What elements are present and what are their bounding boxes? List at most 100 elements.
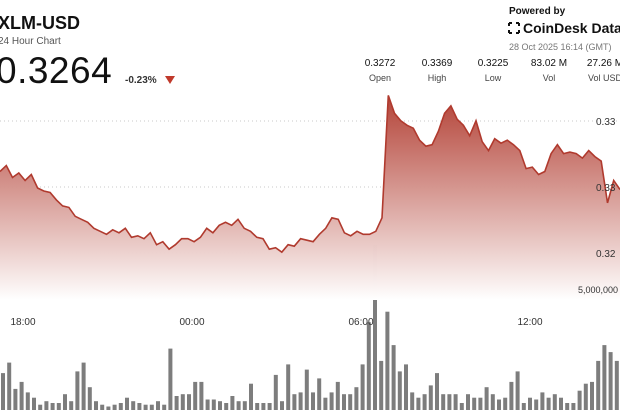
- brand-name: CoinDesk Data: [523, 20, 620, 36]
- volume-bar: [249, 383, 253, 410]
- volume-bar: [354, 387, 359, 410]
- stat-label: Vol USD: [587, 73, 620, 83]
- volume-bar: [317, 378, 322, 410]
- powered-by-label: Powered by: [509, 6, 566, 17]
- stat-vol-usd: 27.26 M Vol USD: [575, 58, 620, 83]
- volume-bar: [459, 403, 464, 410]
- stat-value: 27.26 M: [586, 58, 620, 69]
- volume-bar: [583, 383, 588, 410]
- volume-bar: [540, 392, 545, 410]
- volume-bar: [87, 387, 92, 410]
- volume-bar: [38, 404, 43, 410]
- volume-bar: [63, 394, 67, 410]
- volume-bar: [614, 360, 619, 410]
- stat-label: High: [427, 73, 447, 83]
- x-tick-label: 18:00: [10, 317, 35, 328]
- volume-bar: [521, 403, 526, 410]
- volume-bar: [416, 397, 421, 410]
- volume-bar: [1, 373, 5, 410]
- volume-bar: [428, 385, 433, 410]
- stat-value: 0.3369: [421, 58, 453, 69]
- volume-bar: [546, 397, 551, 410]
- volume-bar: [435, 373, 439, 410]
- current-price: 0.3264: [0, 50, 113, 91]
- volume-bar: [552, 394, 557, 410]
- volume-bar: [199, 381, 204, 410]
- volume-bar: [94, 401, 98, 410]
- stat-vol: 83.02 M Vol: [519, 58, 579, 83]
- stat-value: 0.3225: [477, 58, 509, 69]
- volume-bar: [69, 401, 74, 410]
- volume-bar: [410, 392, 415, 410]
- stat-label: Low: [484, 73, 502, 83]
- volume-bar: [205, 399, 210, 410]
- volume-bar: [348, 394, 353, 410]
- volume-bar: [602, 345, 607, 410]
- volume-bar: [81, 362, 86, 410]
- volume-bar: [497, 399, 501, 410]
- volume-bar: [75, 371, 80, 410]
- volume-bar: [7, 362, 12, 410]
- volume-bar: [267, 403, 272, 410]
- volume-bar: [106, 406, 111, 410]
- stat-label: Open: [368, 73, 392, 83]
- volume-bar: [515, 371, 520, 410]
- volume-bar: [565, 403, 570, 410]
- volume-bar: [608, 352, 613, 410]
- price-line: [0, 95, 620, 254]
- volume-bar: [44, 401, 49, 410]
- volume-bar: [484, 387, 489, 410]
- volume-bar: [342, 394, 346, 410]
- y-tick-label: 0.33: [596, 183, 616, 194]
- volume-bar: [323, 397, 328, 410]
- volume-bar: [472, 397, 477, 410]
- chart-title: XLM-USD: [0, 13, 80, 33]
- volume-bar: [187, 394, 191, 410]
- volume-bar: [366, 322, 371, 410]
- down-arrow-icon: [165, 76, 175, 84]
- volume-bar: [441, 394, 446, 410]
- volume-bar: [577, 390, 582, 410]
- volume-bar: [379, 360, 384, 410]
- volume-bar: [118, 403, 123, 410]
- volume-bar: [422, 394, 427, 410]
- volume-bar: [298, 392, 303, 410]
- volume-bar: [503, 397, 508, 410]
- volume-bar: [286, 364, 291, 410]
- volume-bar: [311, 392, 315, 410]
- volume-bar: [385, 311, 390, 410]
- stat-low: 0.3225 Low: [463, 58, 523, 83]
- price-area: [0, 95, 620, 301]
- volume-bar: [180, 394, 185, 410]
- volume-bar: [391, 345, 396, 410]
- volume-bar: [528, 397, 532, 410]
- x-tick-label: 06:00: [348, 317, 373, 328]
- volume-bar: [218, 401, 222, 410]
- volume-bar: [559, 397, 563, 410]
- volume-bar: [360, 364, 365, 410]
- volume-bar: [466, 394, 470, 410]
- volume-bar: [280, 401, 284, 410]
- volume-bar: [534, 399, 539, 410]
- stat-open: 0.3272 Open: [350, 58, 410, 83]
- volume-bar: [478, 397, 483, 410]
- volume-bar: [131, 401, 136, 410]
- volume-bar: [490, 394, 495, 410]
- volume-bar: [211, 399, 216, 410]
- volume-bar: [174, 396, 179, 410]
- x-tick-label: 00:00: [179, 317, 204, 328]
- volume-bar: [453, 394, 458, 410]
- volume-bar: [224, 403, 229, 410]
- volume-bar: [162, 404, 167, 410]
- volume-bar: [156, 401, 160, 410]
- stat-high: 0.3369 High: [407, 58, 467, 83]
- volume-bar: [571, 403, 576, 410]
- volume-bar: [335, 381, 340, 410]
- volume-bar: [304, 369, 309, 410]
- volume-bar: [373, 245, 377, 410]
- volume-bar: [242, 401, 247, 410]
- volume-bar: [273, 374, 278, 410]
- brand-logo[interactable]: CoinDesk Data: [508, 20, 620, 36]
- volume-bar: [193, 381, 198, 410]
